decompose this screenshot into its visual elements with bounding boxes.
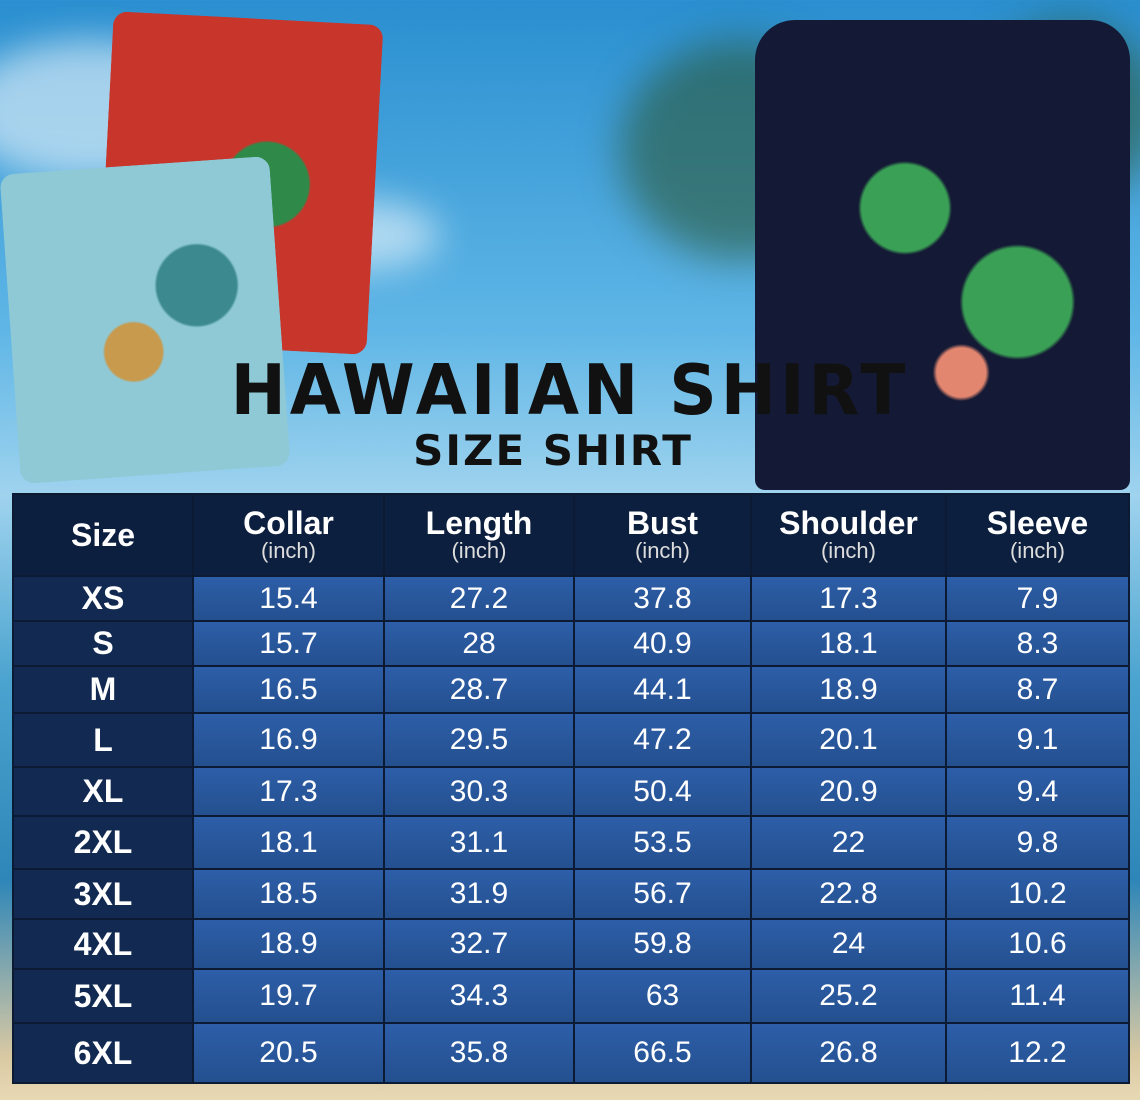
size-cell: 4XL <box>12 918 194 970</box>
value-cell: 16.5 <box>192 665 385 714</box>
value-cell: 44.1 <box>573 665 752 714</box>
header-label: Length <box>425 505 533 541</box>
header-unit: (inch) <box>634 538 690 563</box>
value-cell: 22.8 <box>750 868 947 920</box>
header-label: Bust <box>626 505 699 541</box>
value-cell: 20.5 <box>192 1022 385 1084</box>
value-cell: 18.9 <box>750 665 947 714</box>
size-cell: L <box>12 712 194 768</box>
value-cell: 10.6 <box>945 918 1130 970</box>
header-collar: Collar (inch) <box>192 493 385 577</box>
value-cell: 35.8 <box>383 1022 575 1084</box>
value-cell: 8.7 <box>945 665 1130 714</box>
value-cell: 66.5 <box>573 1022 752 1084</box>
size-table: Size Collar (inch) Length (inch) Bust (inch… <box>12 493 1130 1084</box>
value-cell: 37.8 <box>573 575 752 622</box>
header-unit: (inch) <box>820 538 876 563</box>
value-cell: 31.9 <box>383 868 575 920</box>
page-title: HAWAIIAN SHIRT <box>230 350 910 431</box>
value-cell: 28 <box>383 620 575 667</box>
value-cell: 25.2 <box>750 968 947 1024</box>
value-cell: 56.7 <box>573 868 752 920</box>
value-cell: 40.9 <box>573 620 752 667</box>
table-row: S 15.7 28 40.9 18.1 8.3 <box>12 620 1130 667</box>
header-unit: (inch) <box>1009 538 1065 563</box>
value-cell: 50.4 <box>573 766 752 817</box>
value-cell: 15.7 <box>192 620 385 667</box>
value-cell: 17.3 <box>192 766 385 817</box>
value-cell: 18.1 <box>750 620 947 667</box>
header-length: Length (inch) <box>383 493 575 577</box>
value-cell: 53.5 <box>573 815 752 870</box>
value-cell: 9.1 <box>945 712 1130 768</box>
header-unit: (inch) <box>260 538 316 563</box>
size-cell: 2XL <box>12 815 194 870</box>
value-cell: 22 <box>750 815 947 870</box>
value-cell: 9.4 <box>945 766 1130 817</box>
header-label: Shoulder <box>779 505 918 541</box>
value-cell: 24 <box>750 918 947 970</box>
value-cell: 26.8 <box>750 1022 947 1084</box>
header-shoulder: Shoulder (inch) <box>750 493 947 577</box>
table-row: 3XL 18.5 31.9 56.7 22.8 10.2 <box>12 868 1130 920</box>
value-cell: 30.3 <box>383 766 575 817</box>
value-cell: 12.2 <box>945 1022 1130 1084</box>
value-cell: 47.2 <box>573 712 752 768</box>
value-cell: 31.1 <box>383 815 575 870</box>
table-row: 6XL 20.5 35.8 66.5 26.8 12.2 <box>12 1022 1130 1084</box>
value-cell: 32.7 <box>383 918 575 970</box>
size-cell: M <box>12 665 194 714</box>
table-row: 2XL 18.1 31.1 53.5 22 9.8 <box>12 815 1130 870</box>
header-label: Collar <box>243 505 334 541</box>
size-cell: 6XL <box>12 1022 194 1084</box>
value-cell: 20.9 <box>750 766 947 817</box>
size-cell: XS <box>12 575 194 622</box>
header-label: Sleeve <box>986 505 1089 541</box>
header-sleeve: Sleeve (inch) <box>945 493 1130 577</box>
table-row: 4XL 18.9 32.7 59.8 24 10.6 <box>12 918 1130 970</box>
value-cell: 16.9 <box>192 712 385 768</box>
size-cell: S <box>12 620 194 667</box>
value-cell: 18.5 <box>192 868 385 920</box>
value-cell: 28.7 <box>383 665 575 714</box>
page-subtitle: SIZE SHIRT <box>413 426 693 475</box>
value-cell: 29.5 <box>383 712 575 768</box>
size-cell: 3XL <box>12 868 194 920</box>
table-row: XS 15.4 27.2 37.8 17.3 7.9 <box>12 575 1130 622</box>
value-cell: 59.8 <box>573 918 752 970</box>
header-label: Size <box>70 517 136 553</box>
table-row: M 16.5 28.7 44.1 18.9 8.7 <box>12 665 1130 714</box>
value-cell: 8.3 <box>945 620 1130 667</box>
value-cell: 63 <box>573 968 752 1024</box>
value-cell: 9.8 <box>945 815 1130 870</box>
value-cell: 19.7 <box>192 968 385 1024</box>
size-cell: 5XL <box>12 968 194 1024</box>
header-bust: Bust (inch) <box>573 493 752 577</box>
header-unit: (inch) <box>451 538 507 563</box>
value-cell: 18.9 <box>192 918 385 970</box>
value-cell: 34.3 <box>383 968 575 1024</box>
header-size: Size <box>12 493 194 577</box>
table-row: L 16.9 29.5 47.2 20.1 9.1 <box>12 712 1130 768</box>
model-shirt-image <box>755 20 1130 490</box>
value-cell: 17.3 <box>750 575 947 622</box>
value-cell: 27.2 <box>383 575 575 622</box>
table-header-row: Size Collar (inch) Length (inch) Bust (inch… <box>12 493 1130 577</box>
value-cell: 7.9 <box>945 575 1130 622</box>
table-row: 5XL 19.7 34.3 63 25.2 11.4 <box>12 968 1130 1024</box>
value-cell: 11.4 <box>945 968 1130 1024</box>
table-row: XL 17.3 30.3 50.4 20.9 9.4 <box>12 766 1130 817</box>
size-cell: XL <box>12 766 194 817</box>
value-cell: 10.2 <box>945 868 1130 920</box>
value-cell: 15.4 <box>192 575 385 622</box>
value-cell: 18.1 <box>192 815 385 870</box>
value-cell: 20.1 <box>750 712 947 768</box>
